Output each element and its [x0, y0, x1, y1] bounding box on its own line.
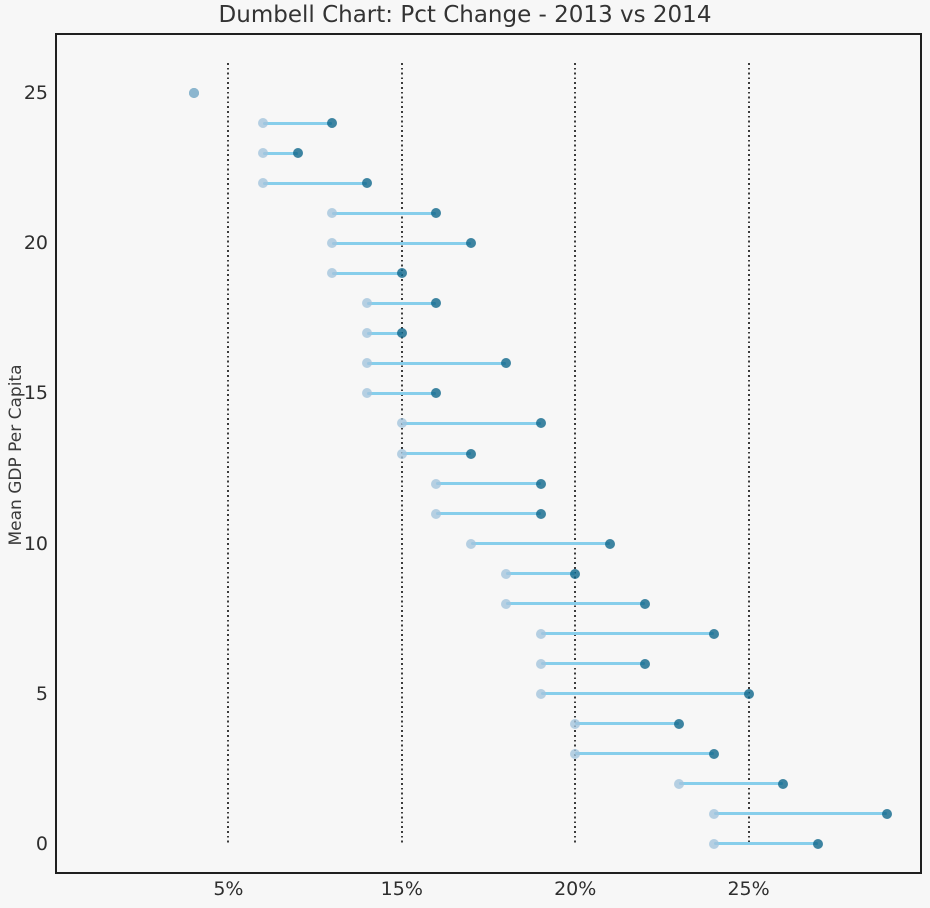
- dot-pct-2014: [570, 748, 581, 759]
- dumbbell-line: [505, 602, 645, 606]
- dumbbell-line: [367, 391, 437, 395]
- dot-pct-2014: [535, 658, 546, 669]
- dot-pct-2013: [396, 328, 407, 339]
- dot-pct-2014: [570, 718, 581, 729]
- dumbbell-line: [471, 542, 610, 546]
- gridline: [227, 63, 230, 844]
- dot-pct-2013: [708, 748, 719, 759]
- dumbbell-line: [713, 842, 818, 846]
- dot-pct-2013: [362, 178, 373, 189]
- dot-pct-2013: [535, 508, 546, 519]
- dot-pct-2014: [362, 328, 373, 339]
- dot-pct-2014: [327, 208, 338, 219]
- dot-pct-2014: [327, 268, 338, 279]
- dot-pct-2013: [396, 268, 407, 279]
- x-tick-label: 20%: [554, 878, 597, 900]
- dot-pct-2014: [708, 808, 719, 819]
- dot-pct-2013: [431, 298, 442, 309]
- dot-pct-2014: [500, 568, 511, 579]
- dumbbell-line: [367, 331, 402, 335]
- dumbbell-line: [540, 662, 645, 666]
- y-tick-label: 0: [35, 832, 48, 855]
- dumbbell-line: [332, 241, 472, 245]
- dumbbell-line: [367, 301, 437, 305]
- dot-pct-2014: [535, 688, 546, 699]
- dot-pct-2013: [882, 808, 893, 819]
- dumbbell-line: [575, 722, 680, 726]
- dumbbell-line: [679, 782, 784, 786]
- dumbbell-line: [505, 572, 576, 576]
- dot-pct-2013: [778, 778, 789, 789]
- dot-pct-2013: [500, 358, 511, 369]
- dot-pct-2014: [362, 388, 373, 399]
- dot-pct-2013: [535, 418, 546, 429]
- dot-pct-2014: [708, 838, 719, 849]
- dot-pct-2014: [431, 478, 442, 489]
- dumbbell-line: [575, 752, 714, 756]
- dot-pct-2013: [743, 688, 754, 699]
- dot-pct-2013: [708, 628, 719, 639]
- dumbbell-line: [436, 512, 541, 516]
- dot-pct-2013: [466, 238, 477, 249]
- dot-pct-2014: [396, 448, 407, 459]
- dot-pct-2013: [639, 658, 650, 669]
- dot-pct-2014: [258, 118, 269, 129]
- dot-pct-2013: [535, 478, 546, 489]
- y-tick-label: 5: [35, 682, 48, 705]
- dot-pct-2014: [396, 418, 407, 429]
- x-tick-label: 15%: [380, 878, 423, 900]
- dot-pct-2013: [604, 538, 615, 549]
- gridline: [747, 63, 750, 844]
- dumbbell-line: [332, 211, 437, 215]
- gridline: [574, 63, 577, 844]
- dot-pct-2013: [292, 148, 303, 159]
- dot-pct-2014: [258, 178, 269, 189]
- dot-pct-2014: [535, 628, 546, 639]
- dot-pct-2013: [570, 568, 581, 579]
- dot-pct-2014: [500, 598, 511, 609]
- y-tick-label: 20: [23, 232, 48, 255]
- dumbbell-line: [713, 812, 888, 816]
- dot-pct-2014: [431, 508, 442, 519]
- x-tick-label: 25%: [727, 878, 770, 900]
- dumbbell-line: [540, 692, 749, 696]
- dot-pct-2014: [188, 88, 199, 99]
- dot-pct-2014: [327, 238, 338, 249]
- y-tick-label: 10: [23, 532, 48, 555]
- dumbbell-line: [263, 121, 333, 125]
- dumbbell-line: [367, 361, 506, 365]
- dot-pct-2014: [466, 538, 477, 549]
- dot-pct-2013: [674, 718, 685, 729]
- dot-pct-2013: [466, 448, 477, 459]
- dumbbell-line: [401, 452, 472, 455]
- dot-pct-2014: [258, 148, 269, 159]
- dot-pct-2014: [362, 298, 373, 309]
- y-tick-label: 15: [23, 382, 48, 405]
- dumbbell-line: [263, 151, 298, 155]
- dot-pct-2014: [674, 778, 685, 789]
- dot-pct-2013: [431, 208, 442, 219]
- dot-pct-2013: [812, 838, 823, 849]
- dumbbell-line: [436, 482, 541, 486]
- dumbbell-line: [332, 271, 402, 275]
- dot-pct-2013: [327, 118, 338, 129]
- dot-pct-2013: [431, 388, 442, 399]
- y-tick-label: 25: [23, 82, 48, 105]
- dot-pct-2014: [362, 358, 373, 369]
- x-tick-label: 5%: [213, 878, 244, 900]
- dumbbell-line: [263, 181, 368, 185]
- dumbbell-line: [540, 632, 714, 636]
- chart-title: Dumbell Chart: Pct Change - 2013 vs 2014: [218, 2, 712, 28]
- dumbbell-line: [401, 421, 541, 425]
- dot-pct-2013: [639, 598, 650, 609]
- plot-area: [55, 33, 922, 874]
